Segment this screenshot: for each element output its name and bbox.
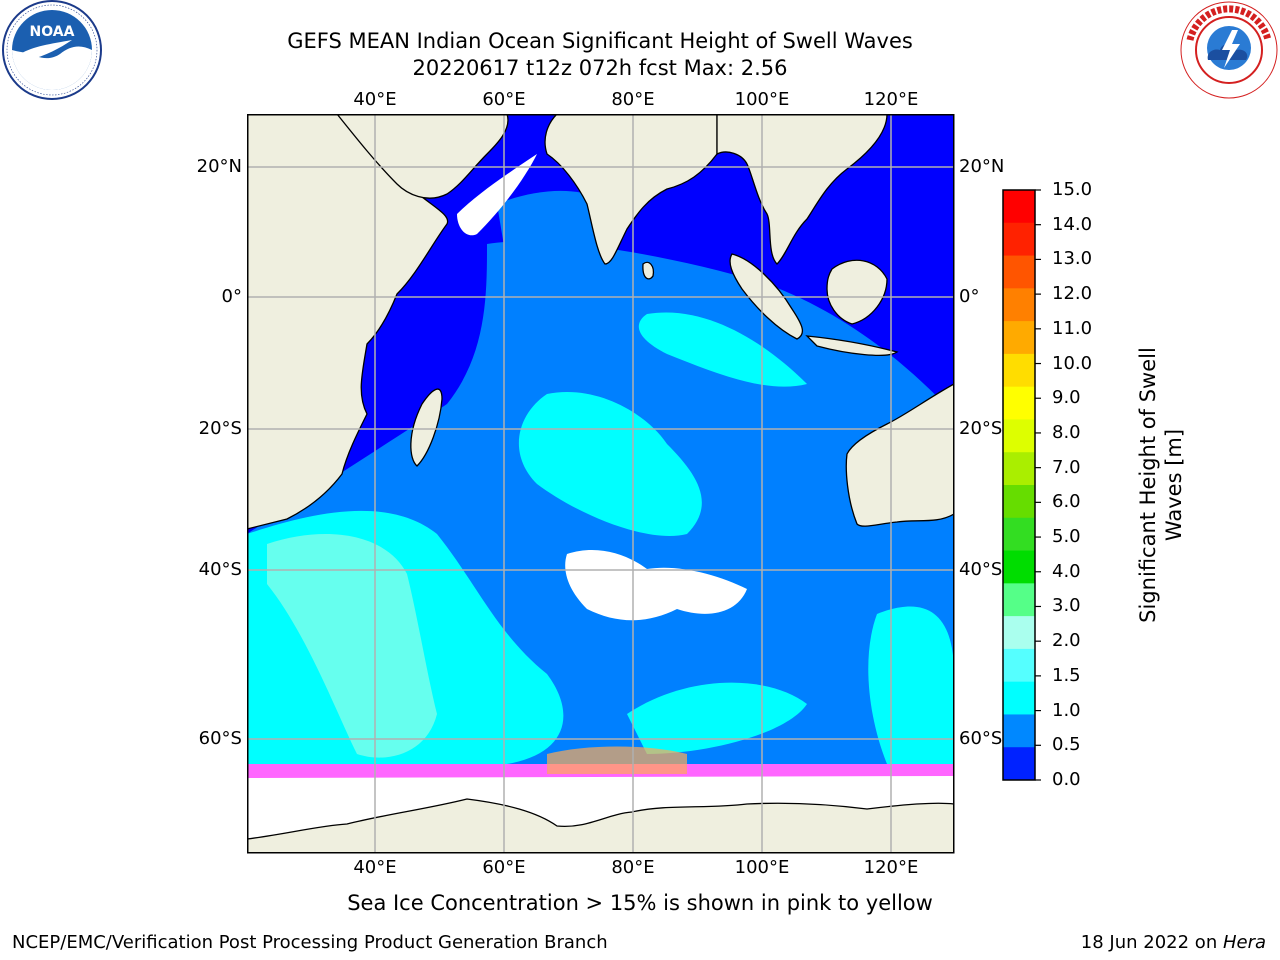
chart-title-line1: GEFS MEAN Indian Ocean Significant Heigh… <box>287 29 913 53</box>
colorbar <box>1002 189 1041 781</box>
colorbar-tick-label: 6.0 <box>1052 491 1081 513</box>
colorbar-tick-label: 7.0 <box>1052 456 1081 478</box>
lon-label-bottom-60e: 60°E <box>482 857 526 878</box>
colorbar-tick-label: 0.0 <box>1052 769 1081 790</box>
land-madagascar <box>410 388 443 467</box>
lon-label-top-60e: 60°E <box>482 89 526 110</box>
colorbar-band <box>1003 321 1035 355</box>
land-antarctica <box>247 798 954 853</box>
colorbar-band <box>1003 550 1035 584</box>
colorbar-tick-label: 4.0 <box>1052 560 1081 582</box>
colorbar-frame <box>1002 189 1036 781</box>
colorbar-band <box>1003 485 1035 519</box>
colorbar-band <box>1003 616 1035 650</box>
lon-label-top-40e: 40°E <box>353 89 397 110</box>
lon-label-bottom-100e: 100°E <box>734 857 790 878</box>
land-arabia <box>336 114 509 199</box>
colorbar-band <box>1003 288 1035 322</box>
lat-label-left-20s: 20°S <box>198 418 242 439</box>
colorbar-band <box>1003 747 1035 781</box>
noaa-logo-icon: NOAA <box>0 0 104 100</box>
lat-label-left-0: 0° <box>221 286 242 307</box>
colorbar-band <box>1003 386 1035 420</box>
land-sri-lanka <box>642 261 655 280</box>
colorbar-band <box>1003 714 1035 748</box>
ocean-map <box>247 114 955 854</box>
land-java <box>805 335 899 356</box>
grid-lines <box>247 114 954 853</box>
land-australia <box>845 383 954 527</box>
footer-date: 18 Jun 2022 on Hera <box>1081 932 1266 953</box>
white-patch-central-south <box>565 549 747 621</box>
footer-host: Hera <box>1222 932 1266 953</box>
colorbar-tick-label: 9.0 <box>1052 387 1081 409</box>
land-india <box>544 114 718 265</box>
colorbar-tick-label: 11.0 <box>1052 317 1093 339</box>
lon-label-top-120e: 120°E <box>863 89 919 110</box>
colorbar-tick-label: 10.0 <box>1052 352 1093 374</box>
colorbar-tick-label: 12.0 <box>1052 283 1093 305</box>
colorbar-band <box>1003 353 1035 388</box>
lat-label-right-20n: 20°N <box>959 156 1005 177</box>
lon-label-bottom-40e: 40°E <box>353 857 397 878</box>
sea-ice-note: Sea Ice Concentration > 15% is shown in … <box>347 891 933 915</box>
lat-label-right-60s: 60°S <box>959 728 1003 749</box>
colorbar-band <box>1003 648 1035 683</box>
lat-label-right-20s: 20°S <box>959 418 1003 439</box>
colorbar-band <box>1003 452 1035 486</box>
land-borneo <box>826 259 888 325</box>
colorbar-title-line2: Waves [m] <box>1162 428 1186 542</box>
swell-zone-light-east-tropics <box>638 312 807 387</box>
colorbar-tick-label: 8.0 <box>1052 421 1081 443</box>
colorbar-band <box>1003 583 1035 617</box>
lat-label-left-40s: 40°S <box>198 559 242 580</box>
colorbar-tick-label: 5.0 <box>1052 526 1081 548</box>
swell-zone-pale-west <box>267 534 437 758</box>
colorbar-tick-label: 15.0 <box>1052 179 1093 200</box>
colorbar-tick-label: 2.0 <box>1052 630 1081 652</box>
swell-zone-light-southeast <box>868 606 954 764</box>
footer-date-text: 18 Jun 2022 on <box>1080 932 1223 953</box>
colorbar-band <box>1003 190 1035 224</box>
colorbar-tick-label: 3.0 <box>1052 595 1081 617</box>
colorbar-band <box>1003 517 1035 552</box>
national-weather-service-logo-icon <box>1178 0 1280 100</box>
colorbar-band <box>1003 419 1035 453</box>
lon-label-top-100e: 100°E <box>734 89 790 110</box>
colorbar-tick-label: 14.0 <box>1052 213 1093 235</box>
lon-label-bottom-120e: 120°E <box>863 857 919 878</box>
lat-label-right-40s: 40°S <box>959 559 1003 580</box>
lat-label-right-0: 0° <box>959 286 980 307</box>
lon-label-bottom-80e: 80°E <box>611 857 655 878</box>
lat-label-left-60s: 60°S <box>198 728 242 749</box>
colorbar-tick-label: 13.0 <box>1052 248 1093 270</box>
colorbar-band <box>1003 222 1035 257</box>
sea-ice-edge-highlight <box>547 746 687 774</box>
white-patch-arabian-sea <box>457 154 537 236</box>
chart-title-line2: 20220617 t12z 072h fcst Max: 2.56 <box>412 56 788 80</box>
map-frame <box>247 114 955 854</box>
svg-text:NOAA: NOAA <box>30 24 75 40</box>
colorbar-tick-label: 0.5 <box>1052 734 1081 756</box>
footer-branch: NCEP/EMC/Verification Post Processing Pr… <box>12 932 608 953</box>
colorbar-band <box>1003 681 1035 715</box>
colorbar-tick-label: 1.0 <box>1052 699 1081 721</box>
colorbar-band <box>1003 255 1035 289</box>
colorbar-title-line1: Significant Height of Swell <box>1136 347 1160 623</box>
swell-zone-light-central <box>518 392 702 536</box>
lon-label-top-80e: 80°E <box>611 89 655 110</box>
colorbar-tick-label: 1.5 <box>1052 664 1081 686</box>
lat-label-left-20n: 20°N <box>196 156 242 177</box>
